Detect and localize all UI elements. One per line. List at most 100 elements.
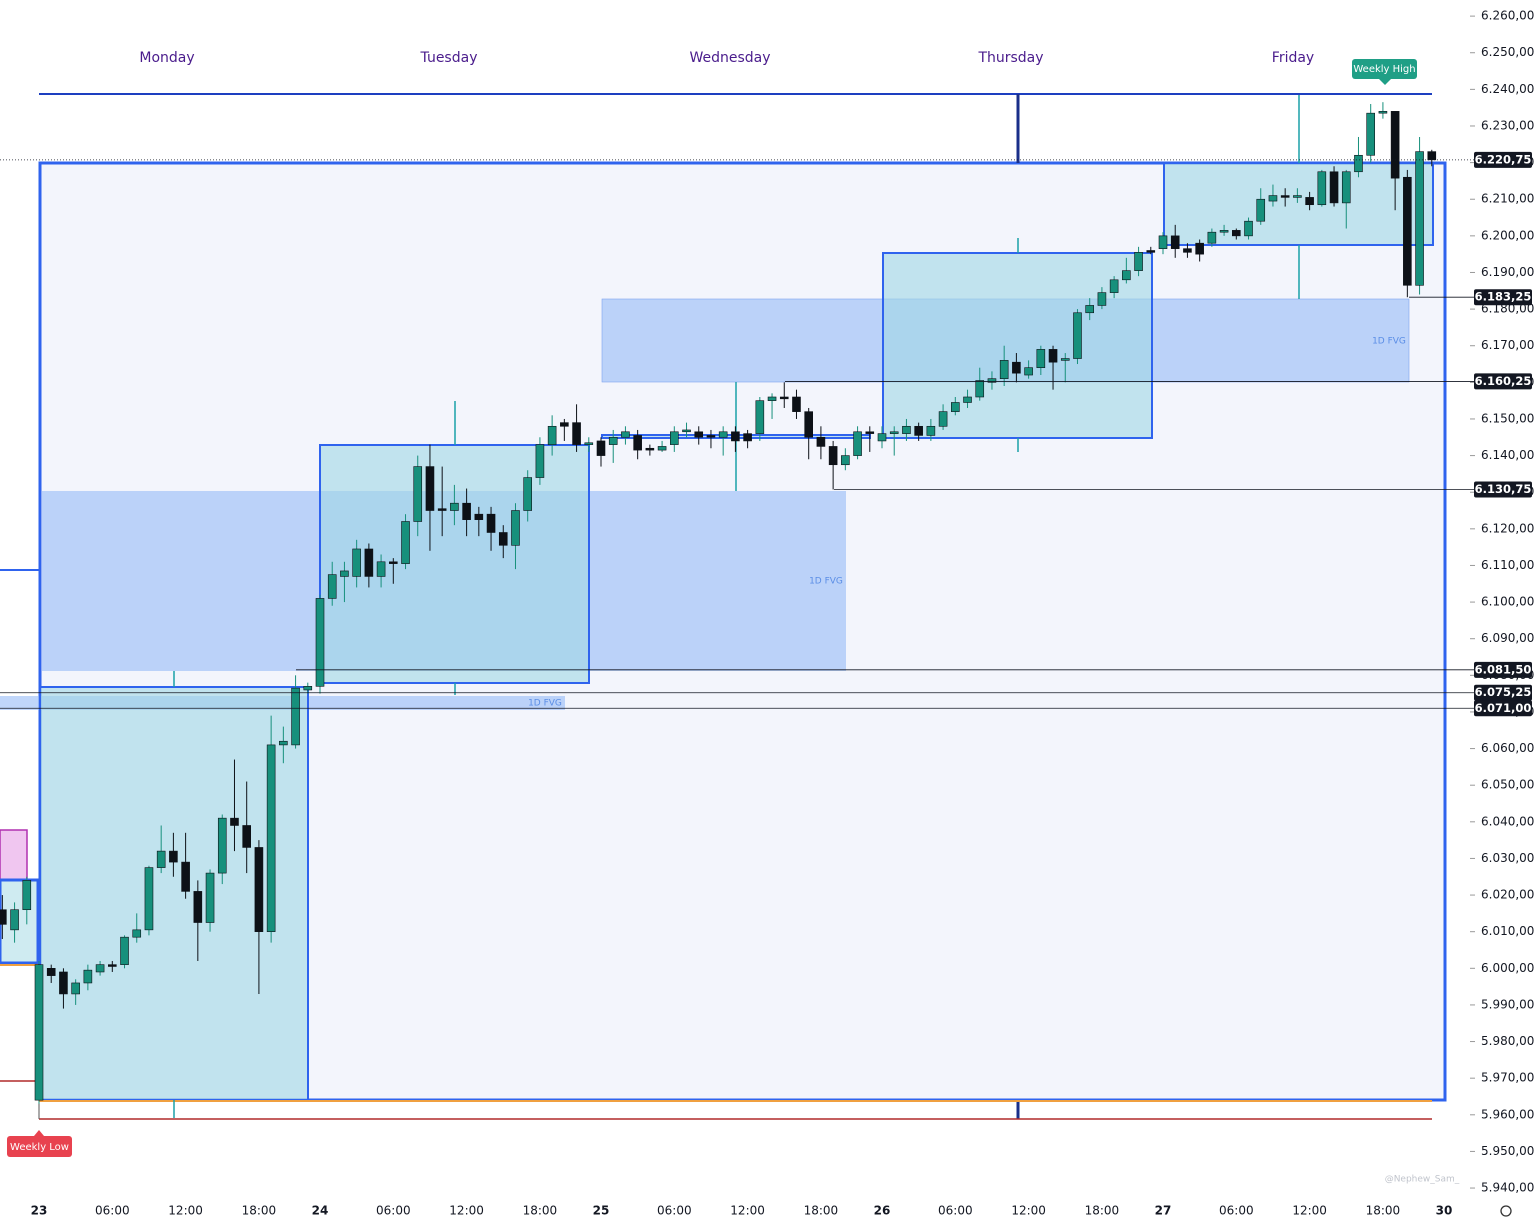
candle-body xyxy=(828,446,838,466)
candle-body xyxy=(889,431,899,434)
candle-body xyxy=(1158,235,1168,249)
y-tick-label: 5.960,00 xyxy=(1481,1107,1534,1121)
settings-icon[interactable] xyxy=(1500,1205,1512,1217)
candle-body xyxy=(193,891,203,923)
session-box xyxy=(39,686,309,1101)
candle-body xyxy=(547,425,557,445)
candle-body xyxy=(1341,171,1351,204)
y-tick-label: 6.020,00 xyxy=(1481,888,1534,902)
level-label: 6.075,25 xyxy=(1475,685,1532,699)
candle-body xyxy=(877,433,887,442)
candle-body xyxy=(743,433,752,442)
candle-body xyxy=(376,561,386,577)
level-label: 6.183,25 xyxy=(1475,290,1532,304)
x-tick-label: 23 xyxy=(31,1204,48,1218)
candle-body xyxy=(291,687,300,746)
level-badge xyxy=(1474,700,1532,717)
y-tick-label: 6.040,00 xyxy=(1481,814,1534,828)
candle-body xyxy=(132,929,142,938)
x-tick-label: 06:00 xyxy=(938,1204,973,1218)
candle-body xyxy=(83,969,93,984)
y-tick-label: 6.110,00 xyxy=(1481,558,1534,572)
x-tick-label: 12:00 xyxy=(730,1204,765,1218)
candle-body xyxy=(327,574,337,599)
candle-body xyxy=(779,396,789,400)
y-tick-label: 6.260,00 xyxy=(1481,9,1534,23)
candle-body xyxy=(389,561,398,564)
x-tick-label: 27 xyxy=(1155,1204,1172,1218)
candle-body xyxy=(156,850,166,868)
candle-body xyxy=(474,513,484,520)
candle-body xyxy=(352,548,361,577)
level-label: 6.130,75 xyxy=(1475,482,1532,496)
candle-body xyxy=(1085,305,1094,314)
candle-body xyxy=(266,744,276,932)
candle-body xyxy=(486,513,496,533)
weekly-low-label: Weekly Low xyxy=(10,1142,69,1153)
candle-body xyxy=(951,402,960,412)
candle-body xyxy=(1122,270,1131,281)
candle-body xyxy=(1073,312,1082,359)
candle-body xyxy=(1293,195,1302,198)
weekly-high-badge xyxy=(1352,59,1417,79)
y-tick-label: 6.190,00 xyxy=(1481,265,1534,279)
x-tick-label: 24 xyxy=(312,1204,329,1218)
candle-body xyxy=(120,936,129,965)
x-tick-label: 06:00 xyxy=(95,1204,130,1218)
x-tick-label: 06:00 xyxy=(657,1204,692,1218)
x-tick-label: 18:00 xyxy=(804,1204,839,1218)
candle-body xyxy=(144,867,154,931)
candle-body xyxy=(841,455,850,466)
candle-body xyxy=(0,909,7,925)
candle-body xyxy=(169,850,178,863)
candle-body xyxy=(1317,171,1327,206)
plot xyxy=(0,102,1437,1104)
candle-body xyxy=(608,436,618,445)
y-tick-label: 6.140,00 xyxy=(1481,448,1534,462)
weekly-low-badge xyxy=(7,1136,72,1157)
day-label: Tuesday xyxy=(420,50,478,66)
y-tick-label: 5.950,00 xyxy=(1481,1144,1534,1158)
candle-body xyxy=(1195,242,1204,255)
candle-body xyxy=(596,440,606,456)
y-tick-label: 6.230,00 xyxy=(1481,118,1534,132)
candle-body xyxy=(401,521,410,564)
candle-body xyxy=(1146,250,1156,253)
x-tick-label: 06:00 xyxy=(376,1204,411,1218)
candle-body xyxy=(217,817,227,874)
x-tick-label: 18:00 xyxy=(1085,1204,1120,1218)
fvg-label: 1D FVG xyxy=(528,699,562,709)
level-label: 6.220,75 xyxy=(1475,152,1532,166)
candle-body xyxy=(1024,367,1033,376)
candle-body xyxy=(584,442,594,445)
candle-body xyxy=(10,909,19,931)
y-tick-label: 6.250,00 xyxy=(1481,45,1534,59)
candle-body xyxy=(1109,279,1119,293)
candle-body xyxy=(498,532,508,546)
watermark: @Nephew_Sam_ xyxy=(1385,1175,1460,1185)
price-axis xyxy=(1475,0,1534,1222)
candle-body xyxy=(364,548,374,577)
candle-body xyxy=(1354,154,1363,173)
candle-body xyxy=(755,400,765,434)
x-tick-label: 12:00 xyxy=(1011,1204,1046,1218)
candle-body xyxy=(1183,248,1192,253)
candle-body xyxy=(523,477,532,511)
candle-body xyxy=(1207,231,1217,244)
candle-body xyxy=(902,425,911,434)
candle-body xyxy=(865,431,875,434)
candle-body xyxy=(963,396,972,403)
y-tick-label: 5.980,00 xyxy=(1481,1034,1534,1048)
level-label: 6.071,00 xyxy=(1475,701,1532,715)
candle-body xyxy=(816,436,826,447)
candle-body xyxy=(1232,230,1241,237)
candle-body xyxy=(1048,349,1058,363)
y-tick-label: 6.170,00 xyxy=(1481,338,1534,352)
candle-body xyxy=(987,378,997,383)
candle-body xyxy=(560,422,569,427)
candle-body xyxy=(1244,220,1253,237)
candle-body xyxy=(1329,171,1339,204)
y-tick-label: 6.100,00 xyxy=(1481,595,1534,609)
candle-body xyxy=(1268,195,1278,202)
